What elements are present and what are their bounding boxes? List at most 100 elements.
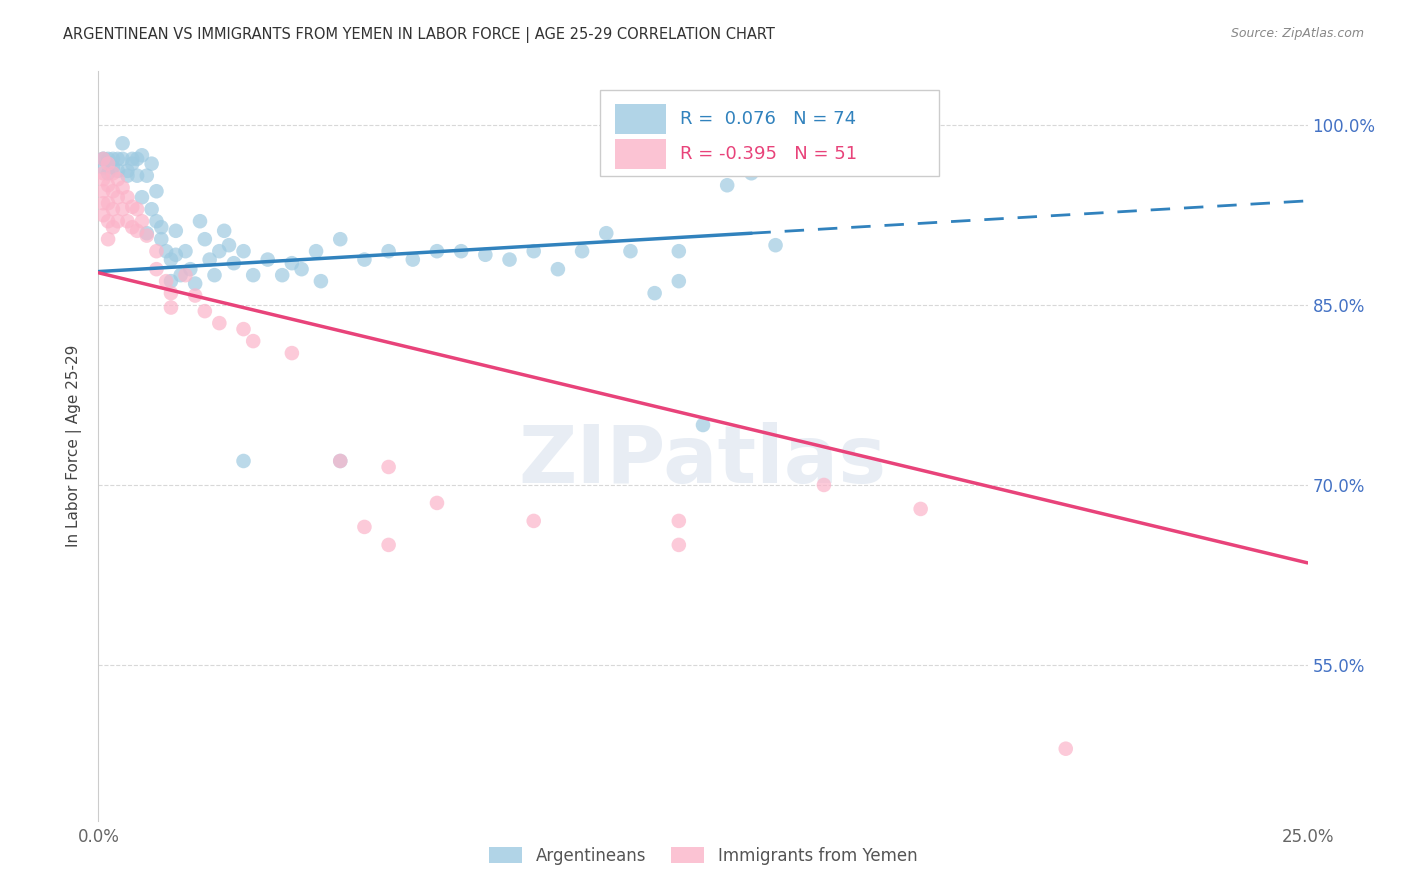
Point — [184, 277, 207, 291]
Point — [91, 161, 114, 175]
Point — [204, 268, 226, 282]
Point — [101, 184, 124, 198]
Point — [127, 202, 149, 217]
Point — [111, 202, 134, 217]
Point — [765, 238, 787, 252]
Point — [329, 232, 352, 246]
Point — [121, 156, 143, 170]
Point — [281, 256, 304, 270]
Point — [232, 244, 254, 259]
Point — [107, 172, 129, 186]
Point — [155, 274, 177, 288]
Point — [160, 286, 183, 301]
Point — [107, 214, 129, 228]
Point — [97, 178, 120, 193]
Point — [184, 288, 207, 302]
Legend: Argentineans, Immigrants from Yemen: Argentineans, Immigrants from Yemen — [489, 847, 917, 864]
Point — [111, 152, 134, 166]
Point — [668, 244, 690, 259]
Point — [290, 262, 312, 277]
Point — [107, 164, 129, 178]
Point — [101, 166, 124, 180]
Point — [740, 166, 762, 180]
Text: ARGENTINEAN VS IMMIGRANTS FROM YEMEN IN LABOR FORCE | AGE 25-29 CORRELATION CHAR: ARGENTINEAN VS IMMIGRANTS FROM YEMEN IN … — [63, 27, 775, 43]
Point — [353, 252, 375, 267]
Point — [91, 208, 114, 222]
Point — [426, 496, 449, 510]
Point — [256, 252, 278, 267]
Point — [194, 304, 217, 318]
Point — [135, 226, 157, 240]
Y-axis label: In Labor Force | Age 25-29: In Labor Force | Age 25-29 — [66, 345, 83, 547]
Point — [169, 268, 191, 282]
Point — [160, 274, 183, 288]
Point — [91, 166, 114, 180]
Point — [353, 520, 375, 534]
Point — [668, 538, 690, 552]
Point — [97, 232, 120, 246]
Text: R = -0.395   N = 51: R = -0.395 N = 51 — [681, 145, 858, 162]
Point — [474, 248, 496, 262]
Point — [127, 224, 149, 238]
Point — [91, 152, 114, 166]
Point — [160, 252, 183, 267]
Point — [101, 161, 124, 175]
Point — [377, 538, 399, 552]
Point — [101, 220, 124, 235]
Point — [232, 322, 254, 336]
Point — [91, 152, 114, 166]
Point — [91, 196, 114, 211]
Point — [571, 244, 593, 259]
Point — [107, 152, 129, 166]
Point — [141, 202, 163, 217]
Point — [450, 244, 472, 259]
Point — [242, 334, 264, 348]
Point — [208, 244, 231, 259]
Point — [692, 417, 714, 432]
Point — [523, 514, 546, 528]
Point — [150, 232, 173, 246]
Point — [813, 478, 835, 492]
Point — [402, 252, 425, 267]
Point — [97, 214, 120, 228]
FancyBboxPatch shape — [614, 139, 665, 169]
Point — [97, 196, 120, 211]
Point — [271, 268, 294, 282]
Point — [644, 286, 666, 301]
Point — [127, 152, 149, 166]
Point — [668, 274, 690, 288]
Point — [198, 252, 221, 267]
Point — [141, 156, 163, 170]
Point — [150, 220, 173, 235]
Point — [305, 244, 328, 259]
Point — [212, 224, 235, 238]
Point — [97, 156, 120, 170]
Point — [174, 244, 197, 259]
Point — [426, 244, 449, 259]
Point — [145, 262, 167, 277]
Point — [117, 214, 139, 228]
FancyBboxPatch shape — [614, 103, 665, 134]
Point — [145, 214, 167, 228]
Point — [716, 178, 738, 193]
Point — [194, 232, 217, 246]
Point — [117, 164, 139, 178]
Point — [218, 238, 240, 252]
Text: ZIPatlas: ZIPatlas — [519, 422, 887, 500]
Point — [101, 202, 124, 217]
Point — [188, 214, 211, 228]
Point — [329, 454, 352, 468]
Point — [145, 244, 167, 259]
Point — [135, 228, 157, 243]
Point — [101, 152, 124, 166]
Point — [97, 152, 120, 166]
Point — [668, 514, 690, 528]
Point — [208, 316, 231, 330]
Point — [329, 454, 352, 468]
Point — [174, 268, 197, 282]
Point — [121, 152, 143, 166]
Point — [131, 148, 153, 162]
Text: R =  0.076   N = 74: R = 0.076 N = 74 — [681, 110, 856, 128]
Point — [145, 184, 167, 198]
Point — [121, 220, 143, 235]
